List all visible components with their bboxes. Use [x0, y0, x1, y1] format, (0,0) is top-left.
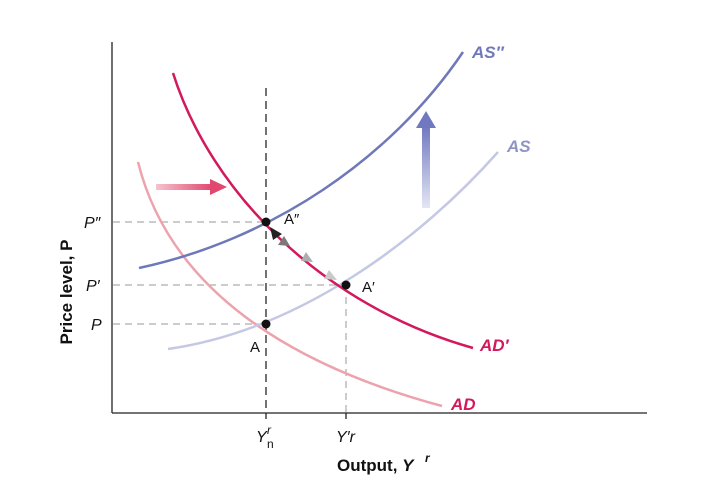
x-tick-label-yn-sub: n — [267, 437, 274, 451]
arrowhead-icon — [278, 236, 290, 246]
x-tick-label-yn-sup: r — [267, 423, 272, 437]
guide-lines — [113, 221, 347, 412]
y-axis-title: Price level, P — [57, 240, 76, 345]
arrowhead-icon — [324, 270, 337, 280]
x-axis-title-main: Output, — [337, 456, 402, 475]
x-axis-title-sup: r — [425, 451, 431, 465]
y-tick-p0: P — [91, 317, 102, 334]
point-a — [261, 319, 271, 329]
point-a1 — [341, 280, 351, 290]
y-tick-p1: P′ — [86, 278, 101, 295]
as2-label: AS″ — [471, 43, 505, 62]
point-a-label: A — [250, 339, 260, 356]
shift-right-arrow-icon — [156, 179, 227, 195]
ad-curve — [136, 161, 443, 408]
as2-curve — [138, 51, 465, 270]
adjustment-arrowhead-icons — [270, 227, 337, 280]
point-a2-label: A″ — [284, 211, 300, 228]
y-tick-p2: P″ — [84, 215, 102, 232]
as-label: AS — [506, 137, 531, 156]
x-tick-label-y1: Y′r — [336, 429, 356, 446]
point-a1-label: A′ — [362, 279, 375, 296]
arrowhead-icon — [301, 252, 313, 262]
yn-main: Y — [256, 429, 268, 446]
arrowhead-icon — [270, 227, 282, 240]
x-axis-title-sym: Y — [402, 456, 415, 475]
as-curve — [167, 151, 499, 351]
axes — [111, 42, 647, 419]
x-axis-title: Output, Y — [337, 456, 415, 475]
point-a2 — [261, 217, 271, 227]
ad1-curve — [171, 72, 474, 350]
ad1-label: AD′ — [479, 336, 510, 355]
ad-label: AD — [450, 395, 476, 414]
shift-up-arrow-icon — [416, 111, 436, 208]
x-tick-label-yn: Y — [256, 429, 268, 446]
